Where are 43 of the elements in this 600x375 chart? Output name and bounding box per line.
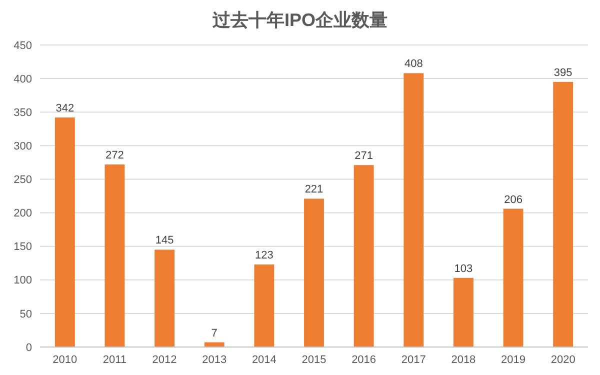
bar (304, 198, 324, 347)
x-tick-label: 2020 (550, 354, 576, 366)
x-tick-label: 2010 (52, 354, 78, 366)
bar (254, 264, 274, 347)
data-label: 221 (304, 184, 324, 196)
bar (503, 208, 524, 347)
y-tick-label: 50 (20, 308, 32, 320)
x-tick-label: 2011 (102, 354, 127, 366)
bar (104, 164, 125, 347)
data-label: 271 (354, 150, 373, 162)
x-tick-label: 2016 (352, 354, 376, 366)
y-tick-label: 300 (14, 140, 32, 153)
bar (54, 117, 75, 347)
y-tick-label: 100 (14, 274, 32, 287)
bar (154, 250, 175, 347)
x-tick-label: 2012 (152, 354, 177, 366)
x-tick-label: 2017 (401, 354, 426, 366)
y-tick-label: 250 (14, 174, 32, 186)
x-tick-label: 2018 (451, 354, 476, 366)
y-tick-label: 200 (14, 208, 32, 220)
data-label: 123 (255, 249, 274, 262)
y-tick-label: 150 (14, 241, 32, 254)
bar (404, 73, 424, 347)
data-label: 408 (404, 58, 423, 70)
bar (553, 82, 574, 347)
y-tick-label: 350 (14, 106, 32, 119)
data-label: 342 (56, 102, 74, 114)
x-tick-label: 2014 (252, 354, 276, 366)
y-tick-label: 400 (14, 73, 32, 86)
data-label: 395 (554, 66, 572, 79)
x-tick-label: 2013 (202, 354, 227, 366)
data-label: 272 (106, 149, 124, 162)
data-label: 145 (155, 234, 174, 247)
bar (453, 278, 474, 347)
y-tick-label: 450 (14, 40, 32, 52)
y-tick-label: 0 (26, 342, 32, 354)
data-label: 206 (504, 194, 522, 206)
bar (354, 165, 374, 347)
x-tick-label: 2019 (501, 354, 526, 366)
chart-title: 过去十年IPO企业数量 (211, 10, 388, 30)
x-tick-label: 2015 (302, 354, 326, 366)
data-label: 7 (211, 327, 218, 340)
data-label: 103 (454, 262, 473, 275)
